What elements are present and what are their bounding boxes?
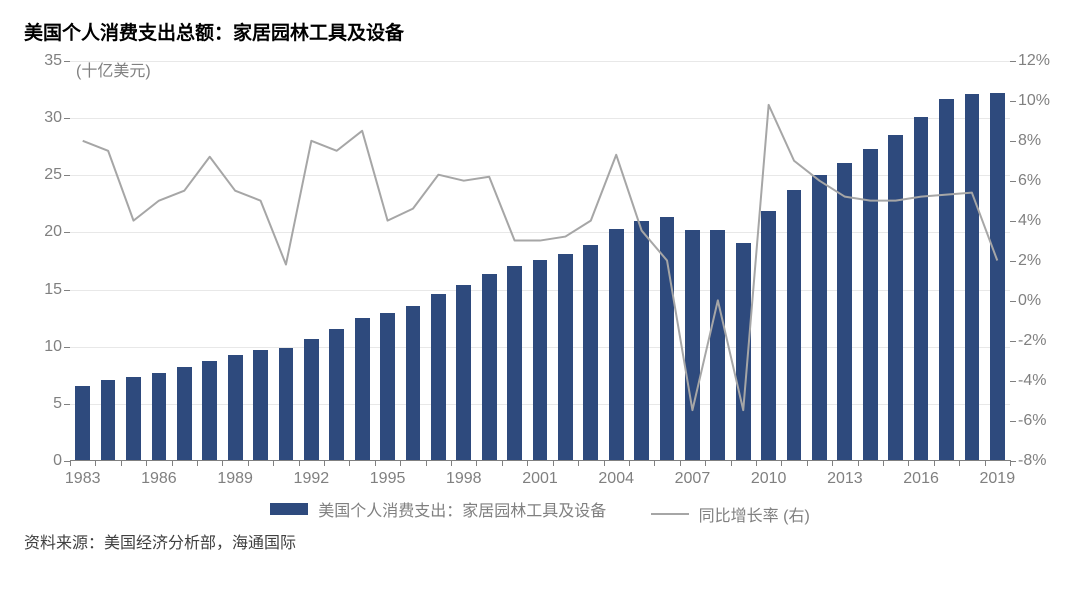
source-text: 资料来源：美国经济分析部，海通国际 [24, 529, 1056, 553]
y-right-tick-label: 10% [1010, 93, 1050, 109]
y-right-tick-label: -8% [1010, 453, 1046, 469]
x-tickmark [883, 460, 884, 466]
x-tickmark [731, 460, 732, 466]
x-tickmark [858, 460, 859, 466]
line-layer [70, 61, 1010, 460]
y-right-tick-label: 0% [1010, 293, 1041, 309]
y-right-tick-label: 12% [1010, 53, 1050, 69]
y-unit-label: (十亿美元) [76, 57, 151, 81]
line-swatch [651, 513, 689, 515]
x-tickmark [172, 460, 173, 466]
x-tickmark [553, 460, 554, 466]
x-tickmark [959, 460, 960, 466]
y-left-tick-label: 5 [53, 396, 70, 412]
legend-item-bar: 美国个人消费支出：家居园林工具及设备 [270, 497, 606, 521]
y-right-tick-label: -4% [1010, 373, 1046, 389]
chart-container: 05101520253035-8%-6%-4%-2%0%2%4%6%8%10%1… [24, 51, 1056, 511]
bar-swatch [270, 503, 308, 515]
x-tickmark [248, 460, 249, 466]
x-tickmark [273, 460, 274, 466]
growth-line [83, 105, 998, 410]
y-right-tick-label: 8% [1010, 133, 1041, 149]
legend: 美国个人消费支出：家居园林工具及设备 同比增长率 (右) [24, 497, 1056, 526]
x-tickmark [502, 460, 503, 466]
y-left-tick-label: 15 [44, 282, 70, 298]
y-left-tick-label: 35 [44, 53, 70, 69]
x-tickmark [476, 460, 477, 466]
y-left-tick-label: 30 [44, 110, 70, 126]
y-right-tick-label: -2% [1010, 333, 1046, 349]
x-tickmark [705, 460, 706, 466]
x-tickmark [807, 460, 808, 466]
x-tickmark [426, 460, 427, 466]
y-left-tick-label: 20 [44, 224, 70, 240]
x-tickmark [349, 460, 350, 466]
chart-title: 美国个人消费支出总额：家居园林工具及设备 [24, 18, 1056, 45]
x-tickmark [629, 460, 630, 466]
x-tickmark [324, 460, 325, 466]
x-tickmark [654, 460, 655, 466]
x-tickmark [934, 460, 935, 466]
x-tickmark [578, 460, 579, 466]
y-right-tick-label: -6% [1010, 413, 1046, 429]
x-tickmark [197, 460, 198, 466]
y-left-tick-label: 25 [44, 167, 70, 183]
y-right-tick-label: 2% [1010, 253, 1041, 269]
legend-line-label: 同比增长率 (右) [699, 502, 810, 526]
x-tickmark [781, 460, 782, 466]
y-right-tick-label: 4% [1010, 213, 1041, 229]
x-tickmark [95, 460, 96, 466]
plot-area: 05101520253035-8%-6%-4%-2%0%2%4%6%8%10%1… [70, 61, 1010, 461]
x-tickmark [400, 460, 401, 466]
x-tickmark [121, 460, 122, 466]
legend-bar-label: 美国个人消费支出：家居园林工具及设备 [318, 497, 606, 521]
y-right-tick-label: 6% [1010, 173, 1041, 189]
legend-item-line: 同比增长率 (右) [651, 502, 810, 526]
y-left-tick-label: 10 [44, 339, 70, 355]
x-tickmark [1010, 460, 1011, 466]
